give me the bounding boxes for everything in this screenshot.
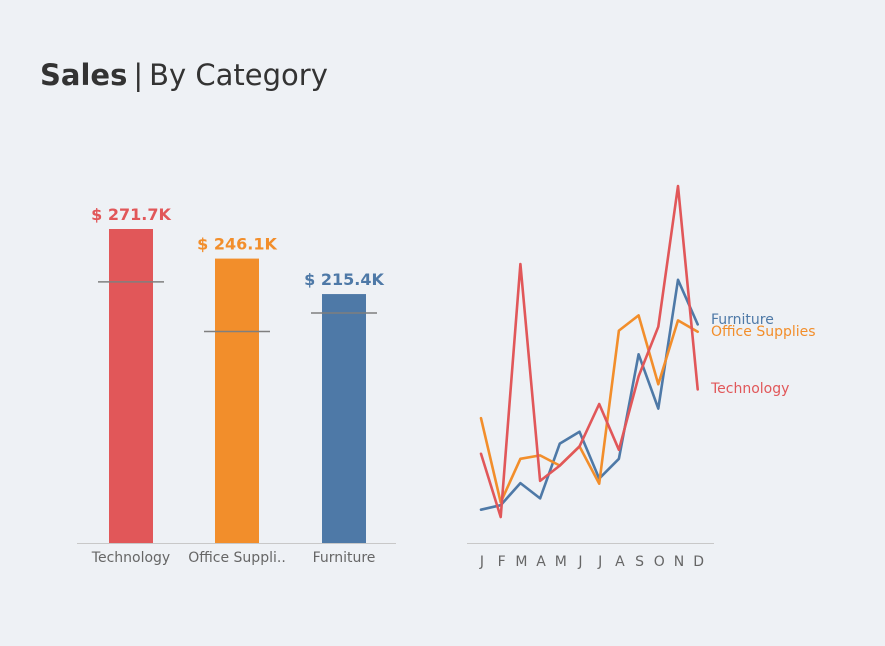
month-label-1: J: [479, 554, 484, 570]
category-label-3: Furniture: [313, 550, 376, 566]
month-label-2: F: [498, 554, 506, 570]
bar-value-label-2: $ 246.1K: [197, 235, 277, 254]
month-label-12: D: [693, 554, 704, 570]
line-series-technology[interactable]: [479, 184, 700, 519]
bar-value-label-3: $ 215.4K: [304, 270, 384, 289]
line-series-furniture[interactable]: [479, 278, 700, 512]
month-label-9: S: [635, 554, 644, 570]
month-label-4: A: [536, 554, 546, 570]
bar-1[interactable]: [109, 229, 153, 543]
legend-office-supplies: Office Supplies: [711, 324, 816, 340]
bar-value-label-1: $ 271.7K: [91, 205, 171, 224]
month-label-11: N: [674, 554, 684, 570]
bar-2[interactable]: [215, 258, 259, 543]
bar-3[interactable]: [322, 294, 366, 543]
title-main: Sales: [40, 58, 128, 92]
month-label-6: J: [577, 554, 582, 570]
category-label-2: Office Suppli..: [188, 550, 286, 566]
legend-technology: Technology: [710, 381, 789, 397]
month-label-3: M: [515, 554, 527, 570]
line-series-office-supplies[interactable]: [479, 314, 700, 504]
title-subtitle: By Category: [149, 58, 328, 92]
title-separator: |: [133, 58, 144, 92]
month-label-5: M: [555, 554, 567, 570]
category-label-1: Technology: [91, 550, 170, 566]
month-label-8: A: [615, 554, 625, 570]
legend-furniture: Furniture: [711, 312, 774, 328]
month-label-10: O: [654, 554, 665, 570]
month-label-7: J: [597, 554, 602, 570]
page-title: Sales | By Category: [40, 58, 328, 92]
